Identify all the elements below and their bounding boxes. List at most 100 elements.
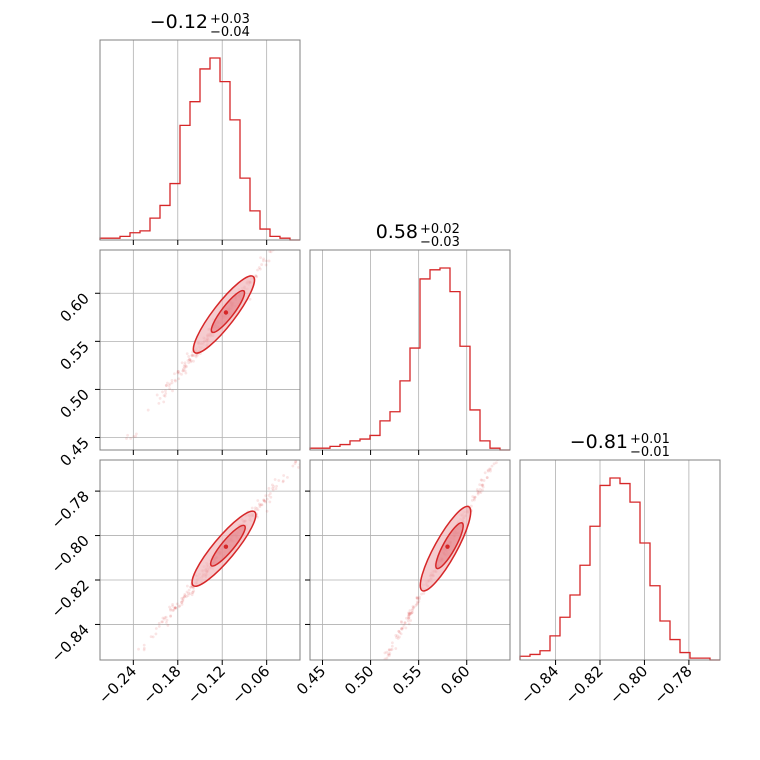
sample-point bbox=[402, 623, 406, 627]
sample-point bbox=[142, 643, 146, 647]
sample-point bbox=[471, 495, 475, 498]
sample-point bbox=[132, 435, 136, 438]
sample-point bbox=[192, 586, 195, 590]
sample-point bbox=[186, 359, 190, 362]
sample-point bbox=[385, 656, 389, 660]
sample-point bbox=[410, 611, 414, 615]
sample-point bbox=[370, 682, 373, 685]
sample-point bbox=[506, 440, 509, 443]
sample-point bbox=[284, 233, 287, 236]
sample-point bbox=[188, 358, 192, 362]
sample-point bbox=[319, 186, 322, 189]
sample-point bbox=[299, 452, 302, 455]
sample-point bbox=[277, 479, 281, 482]
sample-point bbox=[498, 452, 501, 455]
sample-point bbox=[258, 503, 262, 507]
sample-point bbox=[271, 486, 274, 490]
sample-point bbox=[268, 500, 272, 504]
sample-point bbox=[271, 247, 274, 250]
sample-point bbox=[410, 609, 414, 612]
sample-point bbox=[269, 495, 273, 499]
sample-point bbox=[164, 615, 168, 619]
sample-point bbox=[129, 437, 133, 440]
sample-point bbox=[163, 394, 167, 398]
sample-point bbox=[191, 590, 195, 594]
sample-point bbox=[274, 247, 277, 250]
sample-point bbox=[265, 509, 269, 513]
sample-point bbox=[196, 353, 199, 357]
sample-point bbox=[478, 483, 482, 487]
sample-point bbox=[173, 372, 176, 376]
sample-point bbox=[469, 504, 473, 508]
sample-point bbox=[180, 361, 184, 365]
sample-point bbox=[292, 225, 295, 228]
sample-point bbox=[411, 607, 415, 611]
sample-point bbox=[296, 455, 299, 458]
sample-point bbox=[183, 363, 187, 367]
sample-point bbox=[264, 500, 268, 504]
y-tick-label: −0.82 bbox=[48, 576, 93, 621]
sample-point bbox=[473, 495, 477, 499]
sample-point bbox=[479, 478, 483, 482]
sample-point bbox=[126, 433, 130, 437]
sample-point bbox=[396, 636, 400, 640]
sample-point bbox=[169, 607, 172, 611]
param-title-plus: +0.03 bbox=[210, 12, 250, 27]
sample-point bbox=[161, 390, 164, 394]
scatter-panel-2: 0.45 0.50 0.55 0.60 bbox=[293, 405, 531, 709]
sample-point bbox=[418, 595, 421, 599]
sample-point bbox=[259, 256, 262, 260]
sample-point bbox=[389, 648, 393, 652]
sample-point bbox=[358, 706, 361, 709]
sample-point bbox=[377, 669, 380, 672]
sample-point bbox=[415, 595, 419, 599]
y-tick-label: 0.45 bbox=[56, 434, 92, 470]
y-tick-label: 0.55 bbox=[56, 337, 92, 373]
sample-point bbox=[378, 667, 381, 670]
sample-point bbox=[254, 274, 258, 278]
sample-point bbox=[180, 601, 184, 604]
median-point bbox=[223, 544, 229, 549]
sample-point bbox=[165, 618, 169, 622]
sample-point bbox=[409, 619, 413, 622]
sample-point bbox=[485, 476, 489, 480]
sample-point bbox=[154, 627, 158, 630]
sample-point bbox=[260, 503, 264, 507]
sample-point bbox=[191, 591, 194, 595]
sample-point bbox=[194, 353, 198, 357]
sample-point bbox=[400, 621, 403, 624]
sample-point bbox=[405, 616, 408, 620]
sample-point bbox=[418, 597, 421, 601]
sample-point bbox=[125, 437, 128, 440]
sample-point bbox=[166, 381, 169, 385]
sample-point bbox=[492, 462, 496, 466]
sample-point bbox=[157, 625, 161, 628]
sample-point bbox=[297, 466, 300, 469]
sample-point bbox=[407, 616, 411, 620]
sample-point bbox=[192, 359, 195, 363]
contour-inner bbox=[209, 524, 246, 567]
sample-point bbox=[297, 457, 300, 460]
sample-point bbox=[291, 464, 295, 468]
sample-point bbox=[528, 405, 531, 408]
sample-point bbox=[269, 250, 273, 254]
sample-point bbox=[166, 624, 170, 627]
sample-point bbox=[485, 476, 489, 479]
sample-point bbox=[390, 641, 394, 645]
sample-point bbox=[415, 596, 419, 600]
sample-point bbox=[407, 622, 411, 626]
sample-point bbox=[292, 225, 295, 228]
sample-point bbox=[494, 461, 498, 465]
histogram-frame bbox=[99, 39, 301, 241]
sample-point bbox=[155, 393, 159, 397]
sample-point bbox=[271, 488, 275, 492]
sample-point bbox=[499, 454, 502, 457]
x-tick-label: −0.82 bbox=[562, 662, 607, 707]
sample-point bbox=[190, 593, 194, 597]
sample-point bbox=[473, 495, 477, 499]
sample-point bbox=[257, 266, 261, 269]
sample-point bbox=[181, 599, 185, 603]
sample-point bbox=[188, 592, 192, 596]
scatter-panel-1: −0.24 −0.18 −0.12 −0.06 −0.84−0.82−0.80−0.78 bbox=[48, 452, 302, 707]
sample-point bbox=[264, 259, 268, 263]
